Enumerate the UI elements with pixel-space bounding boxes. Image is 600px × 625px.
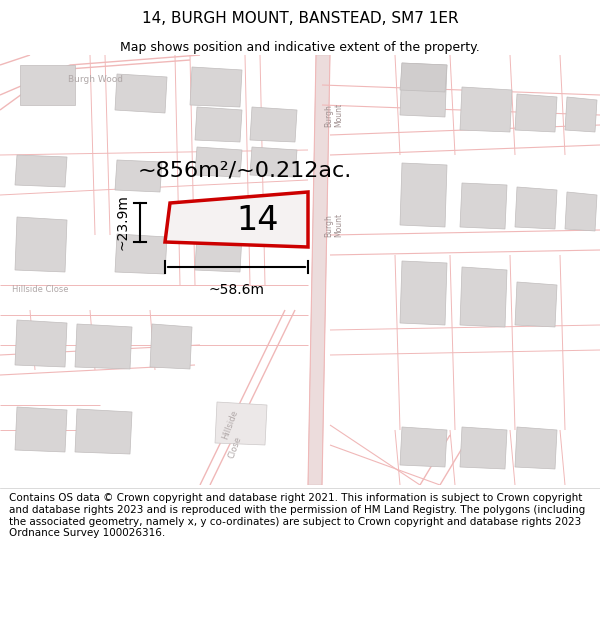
- Text: Burgh Wood: Burgh Wood: [68, 76, 123, 84]
- Polygon shape: [565, 192, 597, 231]
- Text: Contains OS data © Crown copyright and database right 2021. This information is : Contains OS data © Crown copyright and d…: [9, 493, 585, 538]
- Polygon shape: [15, 320, 67, 367]
- Polygon shape: [515, 94, 557, 132]
- Polygon shape: [460, 427, 507, 469]
- Polygon shape: [165, 192, 308, 247]
- Polygon shape: [215, 402, 267, 445]
- Text: Burgh
Mount: Burgh Mount: [324, 103, 343, 127]
- Polygon shape: [515, 187, 557, 229]
- Polygon shape: [460, 183, 507, 229]
- Polygon shape: [75, 324, 132, 369]
- Polygon shape: [115, 74, 167, 113]
- Polygon shape: [195, 147, 242, 177]
- Text: ~23.9m: ~23.9m: [116, 194, 130, 251]
- Polygon shape: [400, 63, 447, 117]
- Polygon shape: [400, 427, 447, 467]
- Text: Hillside: Hillside: [220, 409, 239, 441]
- Text: Close: Close: [227, 434, 243, 459]
- Polygon shape: [400, 63, 447, 92]
- Polygon shape: [460, 87, 512, 132]
- Polygon shape: [195, 107, 242, 142]
- Polygon shape: [250, 147, 297, 177]
- Polygon shape: [515, 427, 557, 469]
- Text: 14: 14: [236, 204, 279, 238]
- Polygon shape: [20, 65, 75, 105]
- Polygon shape: [190, 67, 242, 107]
- Text: ~856m²/~0.212ac.: ~856m²/~0.212ac.: [138, 160, 352, 180]
- Polygon shape: [115, 234, 167, 274]
- Polygon shape: [250, 107, 297, 142]
- Polygon shape: [75, 409, 132, 454]
- Polygon shape: [515, 282, 557, 327]
- Polygon shape: [15, 407, 67, 452]
- Polygon shape: [460, 267, 507, 327]
- Text: Burgh
Mount: Burgh Mount: [324, 213, 343, 237]
- Text: 14, BURGH MOUNT, BANSTEAD, SM7 1ER: 14, BURGH MOUNT, BANSTEAD, SM7 1ER: [142, 11, 458, 26]
- Polygon shape: [400, 261, 447, 325]
- Polygon shape: [308, 55, 330, 485]
- Polygon shape: [15, 217, 67, 272]
- Polygon shape: [565, 97, 597, 132]
- Polygon shape: [400, 163, 447, 227]
- Text: Hillside Close: Hillside Close: [12, 286, 68, 294]
- Text: Map shows position and indicative extent of the property.: Map shows position and indicative extent…: [120, 41, 480, 54]
- Text: ~58.6m: ~58.6m: [209, 283, 265, 297]
- Polygon shape: [195, 232, 242, 272]
- Polygon shape: [115, 160, 162, 192]
- Polygon shape: [150, 324, 192, 369]
- Polygon shape: [15, 155, 67, 187]
